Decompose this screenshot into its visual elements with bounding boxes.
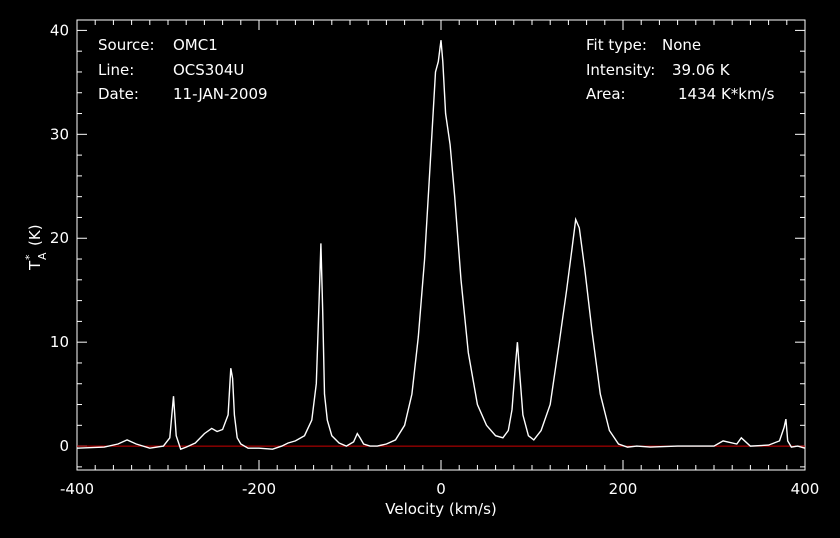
date-value: 11-JAN-2009	[173, 85, 268, 103]
date-key: Date:	[98, 85, 139, 103]
y-axis-label-unit: (K)	[26, 224, 44, 246]
y-tick-label: 30	[50, 125, 69, 143]
y-axis-label: T * A (K)	[23, 224, 49, 271]
area-key: Area:	[586, 85, 626, 103]
y-axis-label-main: T	[26, 260, 44, 271]
source-value: OMC1	[173, 36, 218, 54]
y-tick-label: 20	[50, 229, 69, 247]
x-tick-label: -400	[60, 480, 94, 498]
y-tick-label: 10	[50, 333, 69, 351]
x-tick-label: 0	[436, 480, 446, 498]
axis-tick-labels: -400 -200 0 200 400 0 10 20 30 40	[50, 21, 819, 498]
line-value: OCS304U	[173, 61, 244, 79]
x-axis-label: Velocity (km/s)	[385, 500, 496, 518]
intensity-value: 39.06 K	[672, 61, 731, 79]
intensity-key: Intensity:	[586, 61, 655, 79]
x-tick-label: -200	[242, 480, 276, 498]
line-key: Line:	[98, 61, 134, 79]
axis-ticks	[76, 20, 806, 470]
fit-type-key: Fit type:	[586, 36, 647, 54]
source-key: Source:	[98, 36, 155, 54]
fit-type-value: None	[662, 36, 701, 54]
y-axis-label-sub: A	[36, 252, 49, 260]
x-tick-label: 400	[791, 480, 820, 498]
y-tick-label: 0	[59, 437, 69, 455]
y-tick-label: 40	[50, 21, 69, 39]
x-tick-label: 200	[609, 480, 638, 498]
y-axis-label-sup: *	[23, 254, 36, 260]
area-value: 1434 K*km/s	[678, 85, 775, 103]
spectrum-line	[76, 40, 806, 451]
